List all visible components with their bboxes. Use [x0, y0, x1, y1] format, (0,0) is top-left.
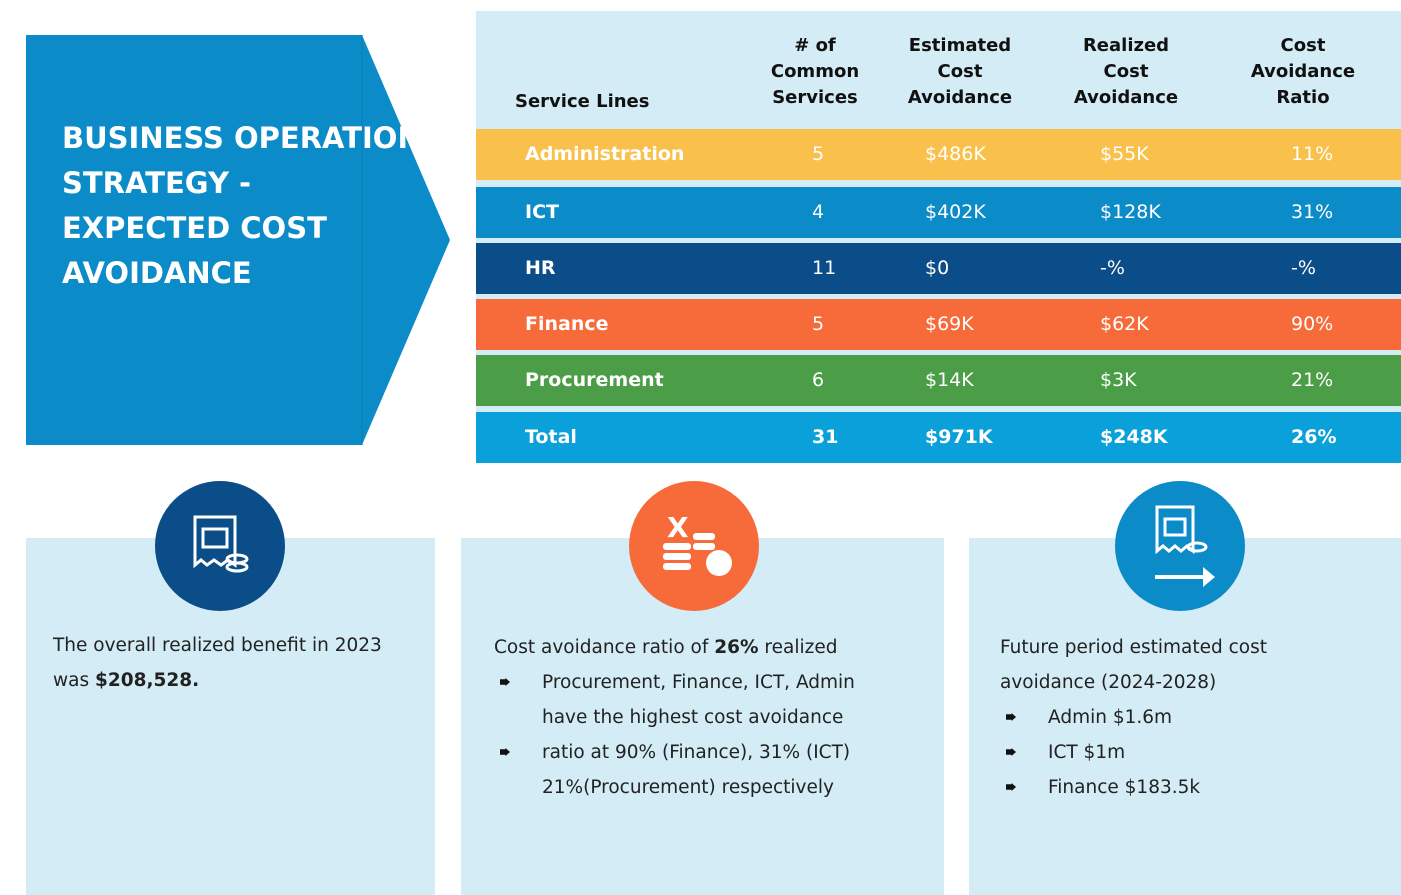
- table-cell: $971K: [925, 426, 993, 448]
- table-cell: 26%: [1291, 426, 1337, 448]
- coins-icon: X: [663, 511, 732, 576]
- table-row: Procurement 6 $14K $3K 21%: [476, 355, 1401, 406]
- table-cell: $69K: [925, 313, 974, 335]
- table-cell: ICT: [525, 201, 559, 223]
- table-cell: 11%: [1291, 143, 1334, 165]
- header: Estimated Cost Avoidance: [907, 35, 1013, 108]
- table-cell: $402K: [925, 201, 986, 223]
- bullet: ratio at 90% (Finance), 31% (ICT) 21%(Pr…: [494, 735, 892, 805]
- bullet: Finance $183.5k: [1000, 770, 1340, 805]
- icon-circle: [155, 481, 285, 611]
- text: Cost avoidance ratio of: [494, 637, 709, 658]
- header: Service Lines: [515, 91, 650, 112]
- table-cell: Total: [525, 426, 577, 448]
- bold-text: 26%: [714, 637, 759, 658]
- table-cell: Finance: [525, 313, 609, 335]
- icon-circle: [1115, 481, 1245, 611]
- table-cell: 11: [812, 257, 837, 279]
- table-row: Total 31 $971K $248K 26%: [476, 412, 1401, 463]
- table-cell: $248K: [1100, 426, 1168, 448]
- bullet: Admin $1.6m: [1000, 700, 1340, 735]
- bold-text: $208,528.: [95, 670, 200, 691]
- table-cell: $0: [925, 257, 950, 279]
- table-cell: $3K: [1100, 369, 1137, 391]
- panel-text: The overall realized benefit in 2023 was…: [53, 628, 413, 698]
- receipt-arrow-icon: [1155, 505, 1215, 587]
- panel-text: Future period estimated cost avoidance (…: [1000, 630, 1340, 805]
- table-cell: 21%: [1291, 369, 1334, 391]
- table-cell: Procurement: [525, 369, 664, 391]
- table-cell: -%: [1291, 257, 1316, 279]
- title-arrow: [26, 35, 450, 445]
- bullet: Procurement, Finance, ICT, Admin have th…: [494, 665, 882, 735]
- table-cell: $14K: [925, 369, 974, 391]
- header: Cost Avoidance Ratio: [1250, 35, 1356, 108]
- table-cell: 31%: [1291, 201, 1334, 223]
- header: # of Common Services: [770, 35, 860, 108]
- svg-text:X: X: [667, 511, 689, 544]
- bullet-list: Procurement, Finance, ICT, Admin have th…: [494, 665, 924, 805]
- title: BUSINESS OPERATIONS STRATEGY - EXPECTED …: [62, 121, 443, 290]
- table-cell: 5: [812, 143, 825, 165]
- text: realized: [764, 637, 838, 658]
- bullet-list: Admin $1.6m ICT $1m Finance $183.5k: [1000, 700, 1340, 805]
- table-cell: 6: [812, 369, 825, 391]
- table-row: ICT 4 $402K $128K 31%: [476, 187, 1401, 238]
- table-row: Finance 5 $69K $62K 90%: [476, 299, 1401, 350]
- table-cell: 4: [812, 201, 825, 223]
- table-row: Administration 5 $486K $55K 11%: [476, 129, 1401, 180]
- table-cell: Administration: [525, 143, 685, 165]
- icon-circle: X: [629, 481, 759, 611]
- table-cell: 90%: [1291, 313, 1334, 335]
- table-cell: -%: [1100, 257, 1125, 279]
- table-cell: 31: [812, 426, 839, 448]
- table-cell: $62K: [1100, 313, 1149, 335]
- table-row: HR 11 $0 -% -%: [476, 243, 1401, 294]
- bullet: ICT $1m: [1000, 735, 1340, 770]
- table-cell: $55K: [1100, 143, 1149, 165]
- table-cell: 5: [812, 313, 825, 335]
- header: Realized Cost Avoidance: [1073, 35, 1179, 108]
- text: The overall realized benefit in 2023 was: [53, 635, 382, 691]
- table-cell: $128K: [1100, 201, 1161, 223]
- table-cell: $486K: [925, 143, 986, 165]
- text: Future period estimated cost avoidance (…: [1000, 637, 1268, 693]
- table-cell: HR: [525, 257, 556, 279]
- panel-text: Cost avoidance ratio of 26% realized Pro…: [494, 630, 924, 805]
- receipt-icon: [193, 515, 249, 573]
